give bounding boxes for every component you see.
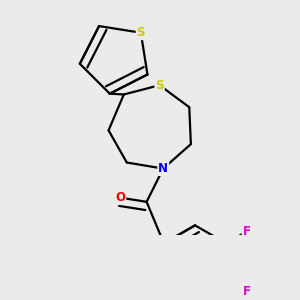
Text: O: O [115, 191, 125, 204]
Text: N: N [158, 162, 168, 175]
Text: S: S [136, 26, 145, 39]
Text: S: S [155, 79, 164, 92]
Text: F: F [243, 285, 250, 298]
Text: F: F [243, 225, 250, 238]
